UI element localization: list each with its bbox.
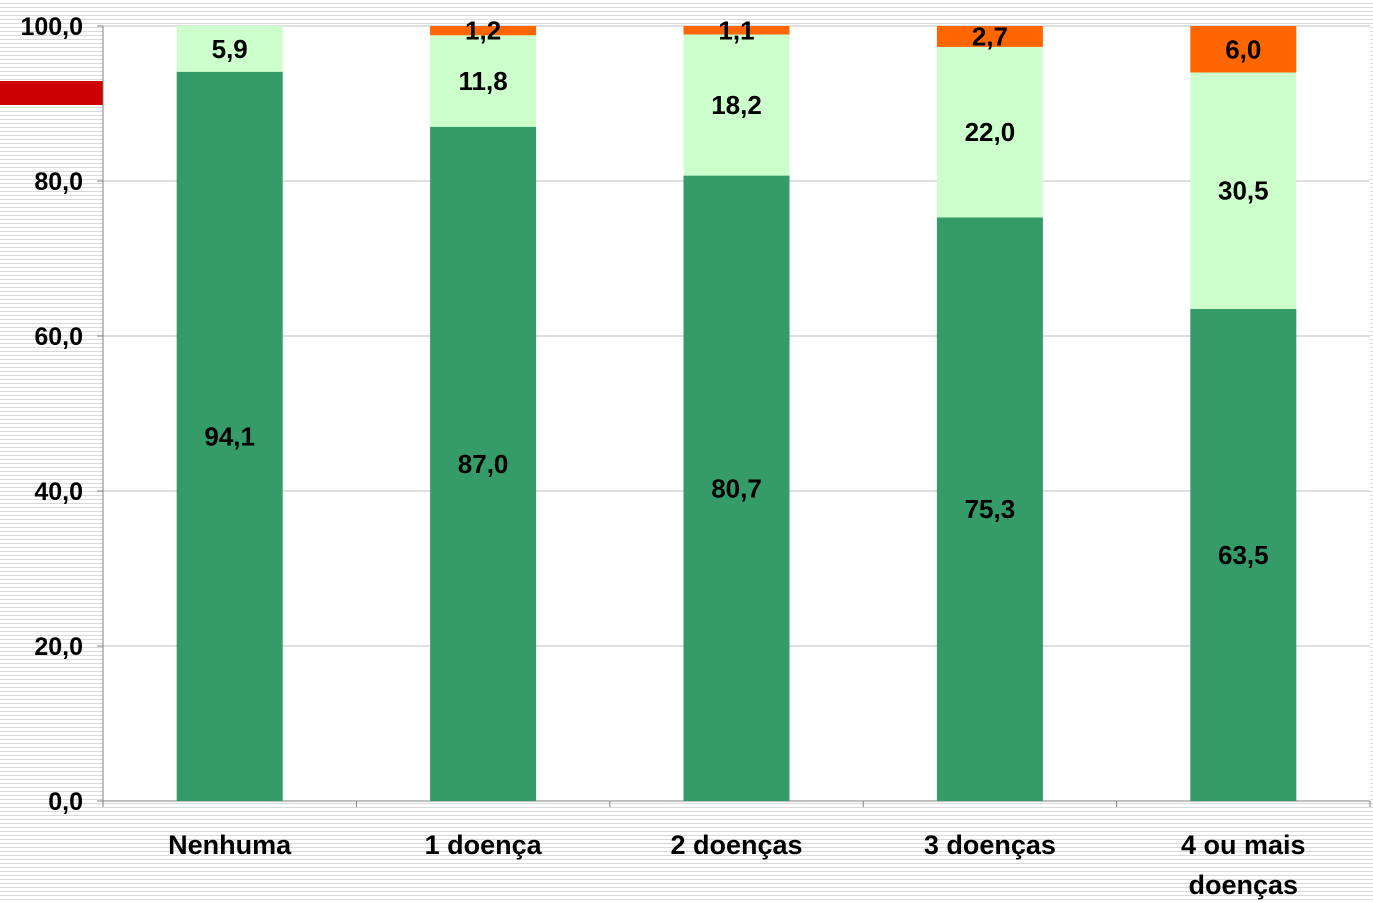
y-tick-label: 20,0 [34, 633, 83, 661]
data-label: 75,3 [965, 494, 1016, 524]
y-tick-label: 40,0 [34, 478, 83, 506]
bar-segment [176, 26, 283, 72]
data-label: 1,1 [718, 15, 754, 45]
bar-segment [430, 35, 537, 127]
y-tick-label: 100,0 [20, 13, 83, 41]
data-label: 5,9 [212, 34, 248, 64]
bar-segment [176, 71, 283, 802]
data-label: 80,7 [711, 473, 762, 503]
data-label: 11,8 [459, 66, 508, 96]
x-tick-label: 4 ou mais doenças [1181, 830, 1306, 900]
x-tick-label: 1 doença [425, 830, 543, 860]
bar-segment [430, 26, 537, 36]
x-tick-label: 2 doenças [670, 830, 802, 860]
data-label: 6,0 [1225, 34, 1261, 64]
data-label: 87,0 [458, 449, 509, 479]
bar-segment [683, 26, 790, 35]
x-tick-label: Nenhuma [168, 830, 292, 860]
bar-segment [936, 217, 1043, 802]
bar-segment [936, 46, 1043, 218]
data-label: 18,2 [711, 90, 762, 120]
bar-segment [683, 34, 790, 176]
bar-segment [1190, 308, 1297, 801]
bar-segment [430, 126, 537, 801]
bar-segment [936, 26, 1043, 47]
bar-segment [1190, 72, 1297, 309]
y-tick-label: 80,0 [34, 168, 83, 196]
data-label: 22,0 [965, 117, 1016, 147]
data-label: 94,1 [204, 421, 255, 451]
data-label: 63,5 [1218, 540, 1269, 570]
bar-segment [683, 175, 790, 801]
bar-segment [1190, 26, 1297, 73]
data-label: 1,2 [465, 16, 501, 46]
data-label: 2,7 [972, 21, 1008, 51]
red-marker [0, 81, 103, 105]
data-label: 30,5 [1218, 176, 1269, 206]
y-tick-label: 60,0 [34, 323, 83, 351]
x-tick-label: 3 doenças [924, 830, 1056, 860]
y-tick-label: 0,0 [48, 788, 83, 816]
